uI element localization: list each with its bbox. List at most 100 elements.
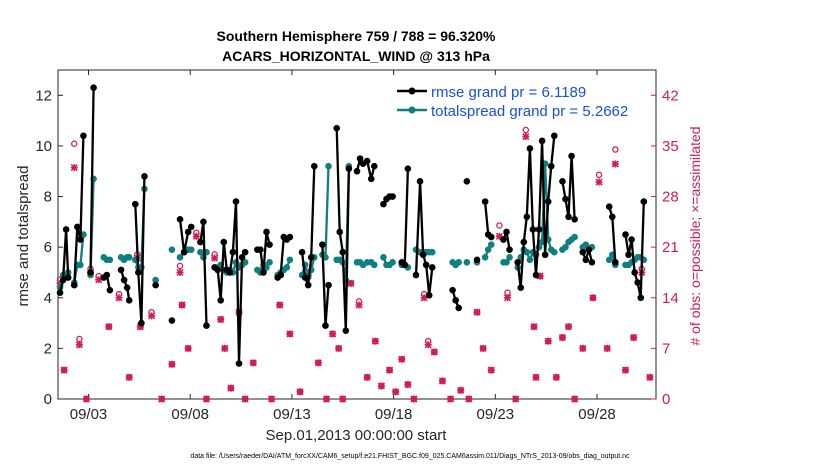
rmse-point — [74, 223, 81, 231]
totalspread-point — [77, 261, 84, 269]
rmse-point — [120, 276, 128, 284]
obs-assimilated-point — [579, 344, 587, 352]
rmse-point — [463, 178, 471, 185]
rmse-point — [336, 228, 344, 236]
totalspread-point — [550, 248, 558, 256]
rmse-point — [103, 271, 111, 279]
obs-assimilated-point — [438, 377, 446, 385]
obs-assimilated-point — [276, 301, 284, 309]
rmse-point — [257, 246, 264, 253]
totalspread-point — [523, 248, 531, 256]
obs-assimilated-point — [430, 348, 438, 356]
y-tick-label-right: 35 — [662, 138, 679, 155]
x-tick-label: 09/03 — [70, 406, 108, 423]
rmse-line-segment — [414, 180, 434, 297]
rmse-point — [241, 248, 249, 256]
rmse-line-segment — [58, 228, 70, 293]
rmse-point — [203, 322, 210, 329]
rmse-point — [404, 165, 412, 172]
rmse-point — [56, 289, 64, 297]
rmse-point — [325, 281, 332, 289]
obs-assimilated-point — [404, 380, 412, 389]
x-tick-label: 09/18 — [375, 406, 413, 423]
obs-assimilated-point — [487, 366, 495, 374]
rmse-point — [538, 137, 546, 145]
obs-assimilated-point — [621, 366, 630, 374]
rmse-point — [131, 200, 139, 208]
obs-assimilated-point — [630, 333, 638, 342]
rmse-point — [640, 198, 648, 205]
totalspread-point — [106, 256, 114, 264]
legend-label-totalspread: totalspread grand pr = 5.2662 — [431, 103, 628, 120]
rmse-point — [562, 195, 569, 203]
rmse-point — [550, 132, 558, 140]
obs-assimilated-point — [371, 337, 379, 345]
obs-assimilated-point — [503, 294, 512, 302]
y-tick-label-right: 21 — [662, 239, 679, 256]
obs-assimilated-point — [589, 294, 597, 302]
rmse-point — [226, 269, 234, 276]
y-tick-label-left: 8 — [44, 189, 52, 206]
totalspread-point — [484, 246, 492, 253]
obs-assimilated-point — [355, 301, 363, 309]
totalspread-point — [481, 253, 489, 261]
rmse-point — [214, 266, 221, 274]
obs-assimilated-point — [75, 341, 83, 349]
rmse-point — [301, 274, 309, 281]
obs-assimilated-point — [392, 388, 400, 396]
y-tick-label-right: 28 — [662, 189, 679, 206]
obs-assimilated-point — [544, 337, 552, 345]
rmse-line-segment — [89, 87, 95, 273]
totalspread-point — [187, 246, 195, 253]
rmse-point — [87, 269, 94, 276]
totalspread-point — [428, 248, 436, 256]
x-tick-label: 09/13 — [273, 406, 311, 423]
rmse-point — [235, 360, 243, 367]
obs-assimilated-point — [329, 330, 337, 338]
rmse-point — [367, 175, 375, 183]
totalspread-point — [176, 253, 184, 261]
rmse-point — [520, 238, 528, 246]
obs-assimilated-point — [571, 395, 579, 403]
rmse-point — [523, 213, 531, 221]
rmse-point — [187, 223, 195, 231]
legend-marker-rmse — [408, 87, 416, 95]
obs-assimilated-point — [646, 373, 654, 381]
obs-assimilated-point — [512, 395, 520, 403]
rmse-point — [608, 213, 616, 221]
obs-assimilated-point — [217, 315, 225, 324]
rmse-point — [286, 233, 294, 241]
rmse-point — [588, 259, 596, 266]
obs-assimilated-point — [268, 395, 276, 403]
obs-count-markers — [56, 126, 654, 403]
rmse-line-segment — [119, 269, 131, 301]
obs-assimilated-point — [424, 341, 432, 349]
rmse-point — [62, 226, 70, 233]
rmse-point — [514, 259, 521, 266]
totalspread-point — [526, 256, 534, 264]
series-lines — [56, 84, 648, 367]
totalspread-point — [605, 256, 613, 264]
obs-assimilated-point — [363, 373, 371, 381]
totalspread-point — [503, 259, 510, 266]
rmse-point — [389, 193, 396, 200]
rmse-point — [585, 246, 593, 253]
obs-assimilated-point — [249, 359, 257, 367]
obs-assimilated-point — [184, 344, 192, 352]
obs-assimilated-point — [158, 395, 166, 403]
rmse-point — [168, 317, 176, 324]
rmse-point — [412, 271, 420, 279]
rmse-point — [481, 198, 489, 205]
rmse-point — [77, 236, 84, 243]
legend-label-rmse: rmse grand pr = 6.1189 — [431, 84, 586, 101]
totalspread-point — [266, 259, 273, 266]
obs-possible-point — [176, 262, 184, 270]
obs-assimilated-point — [473, 308, 481, 316]
rmse-point — [298, 248, 306, 256]
totalspread-point — [241, 259, 249, 266]
rmse-point — [80, 132, 87, 140]
obs-assimilated-point — [457, 386, 465, 394]
totalspread-point — [380, 253, 387, 261]
rmse-point — [180, 248, 188, 256]
